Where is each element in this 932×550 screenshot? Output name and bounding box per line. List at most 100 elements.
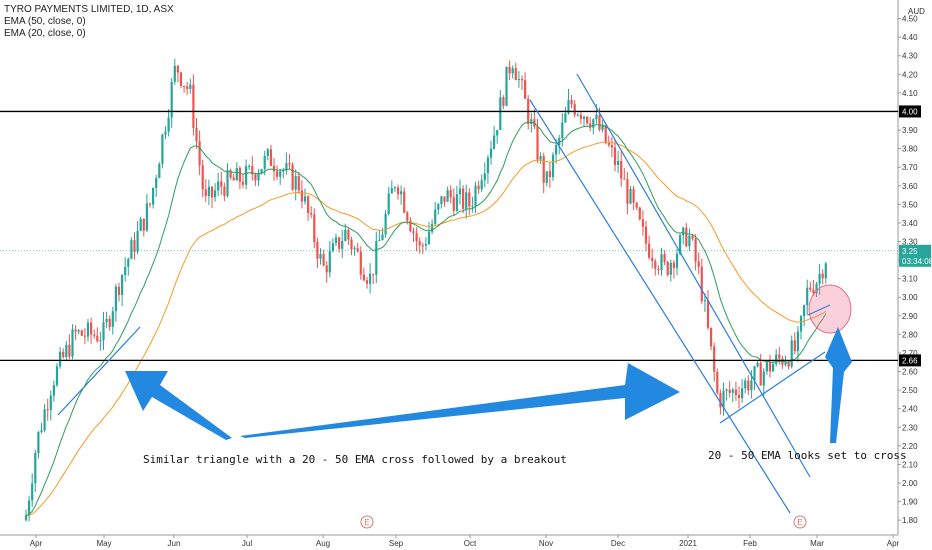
legend-ema20: EMA (20, close, 0) [4,28,86,39]
candle-body [502,97,505,106]
candle-body [164,131,167,135]
candle-body [586,116,589,124]
candle-body [195,128,198,142]
candle-body [334,237,338,244]
candle-body [539,156,542,160]
candle-body [210,186,214,198]
candle-body [282,170,285,172]
candle-body [421,245,424,247]
candle-body [530,119,533,124]
candle-body [607,142,610,146]
candle-body [666,261,669,275]
candle-body [217,181,220,191]
level-badge [899,105,921,118]
candle-body [269,149,272,166]
candle-body [272,165,276,172]
candle-body [28,500,31,516]
candle-body [520,78,524,81]
candle-body [142,218,145,231]
candle-body [114,286,117,312]
candle-body [310,212,313,215]
candle-body [620,160,623,179]
candle-body [409,220,412,232]
candle-body [86,322,90,337]
up-arrow [825,327,852,443]
candle-body [288,163,291,165]
candle-body [248,166,251,168]
candle-body [567,99,570,114]
candle-body [564,113,567,123]
currency-label: AUD [908,7,925,16]
x-tick-label: Jun [168,539,181,548]
earnings-marker-label: E [797,518,802,527]
earnings-marker[interactable] [360,515,374,529]
candle-body [511,68,514,74]
candle-body [83,335,86,337]
candle-body [753,366,756,381]
channel-upper-line [576,73,811,478]
y-tick-label: 4.20 [902,70,918,79]
candle-body [818,273,821,284]
candle-body [307,196,310,213]
earnings-marker[interactable] [793,515,807,529]
candle-body [390,188,393,194]
candle-body [325,265,328,273]
candle-body [108,318,111,327]
candle-body [623,178,626,180]
candle-body [558,138,561,146]
candle-body [260,169,263,174]
candle-body [824,263,827,279]
candle-body [468,192,471,207]
candle-body [356,248,359,252]
candle-body [493,135,496,149]
candle-body [728,389,731,393]
candle-body [214,190,217,198]
y-tick-label: 2.20 [902,442,918,451]
candle-body [809,287,812,290]
candle-body [152,188,155,205]
y-tick-label: 2.50 [902,386,918,395]
candle-body [37,431,40,454]
candle-body [551,154,555,178]
candle-body [393,187,396,189]
candle-body [756,362,759,367]
candle-body [424,243,427,246]
candle-body [499,97,502,130]
candle-body [232,177,235,181]
y-tick-label: 3.30 [902,237,918,246]
candle-body [480,180,483,190]
candle-body [815,283,818,294]
candle-body [338,237,341,249]
candle-body [675,253,679,268]
y-tick-label: 2.30 [902,423,918,432]
candle-body [644,226,648,244]
y-tick-label: 2.40 [902,405,918,414]
x-tick-label: Feb [743,539,757,548]
candle-body [737,394,741,399]
candle-body [344,229,347,241]
candle-body [778,354,781,359]
candle-body [68,344,71,357]
y-tick-label: 3.60 [902,182,918,191]
candle-body [400,191,403,195]
y-tick-label: 4.50 [902,15,918,24]
candle-body [700,266,703,302]
candle-body [772,363,775,372]
candle-body [790,340,793,367]
y-tick-label: 3.00 [902,293,918,302]
candle-body [155,178,158,189]
candle-body [43,409,46,431]
candle-body [582,116,586,119]
candle-body [570,99,573,105]
candle-body [626,179,629,204]
ema50-line [25,141,827,517]
candle-body [474,185,477,206]
candle-body [207,186,210,196]
candle-body [71,329,74,357]
candle-body [372,273,375,275]
candle-body [46,409,49,411]
y-tick-label: 2.00 [902,479,918,488]
candle-body [279,171,282,177]
candle-body [555,145,558,155]
